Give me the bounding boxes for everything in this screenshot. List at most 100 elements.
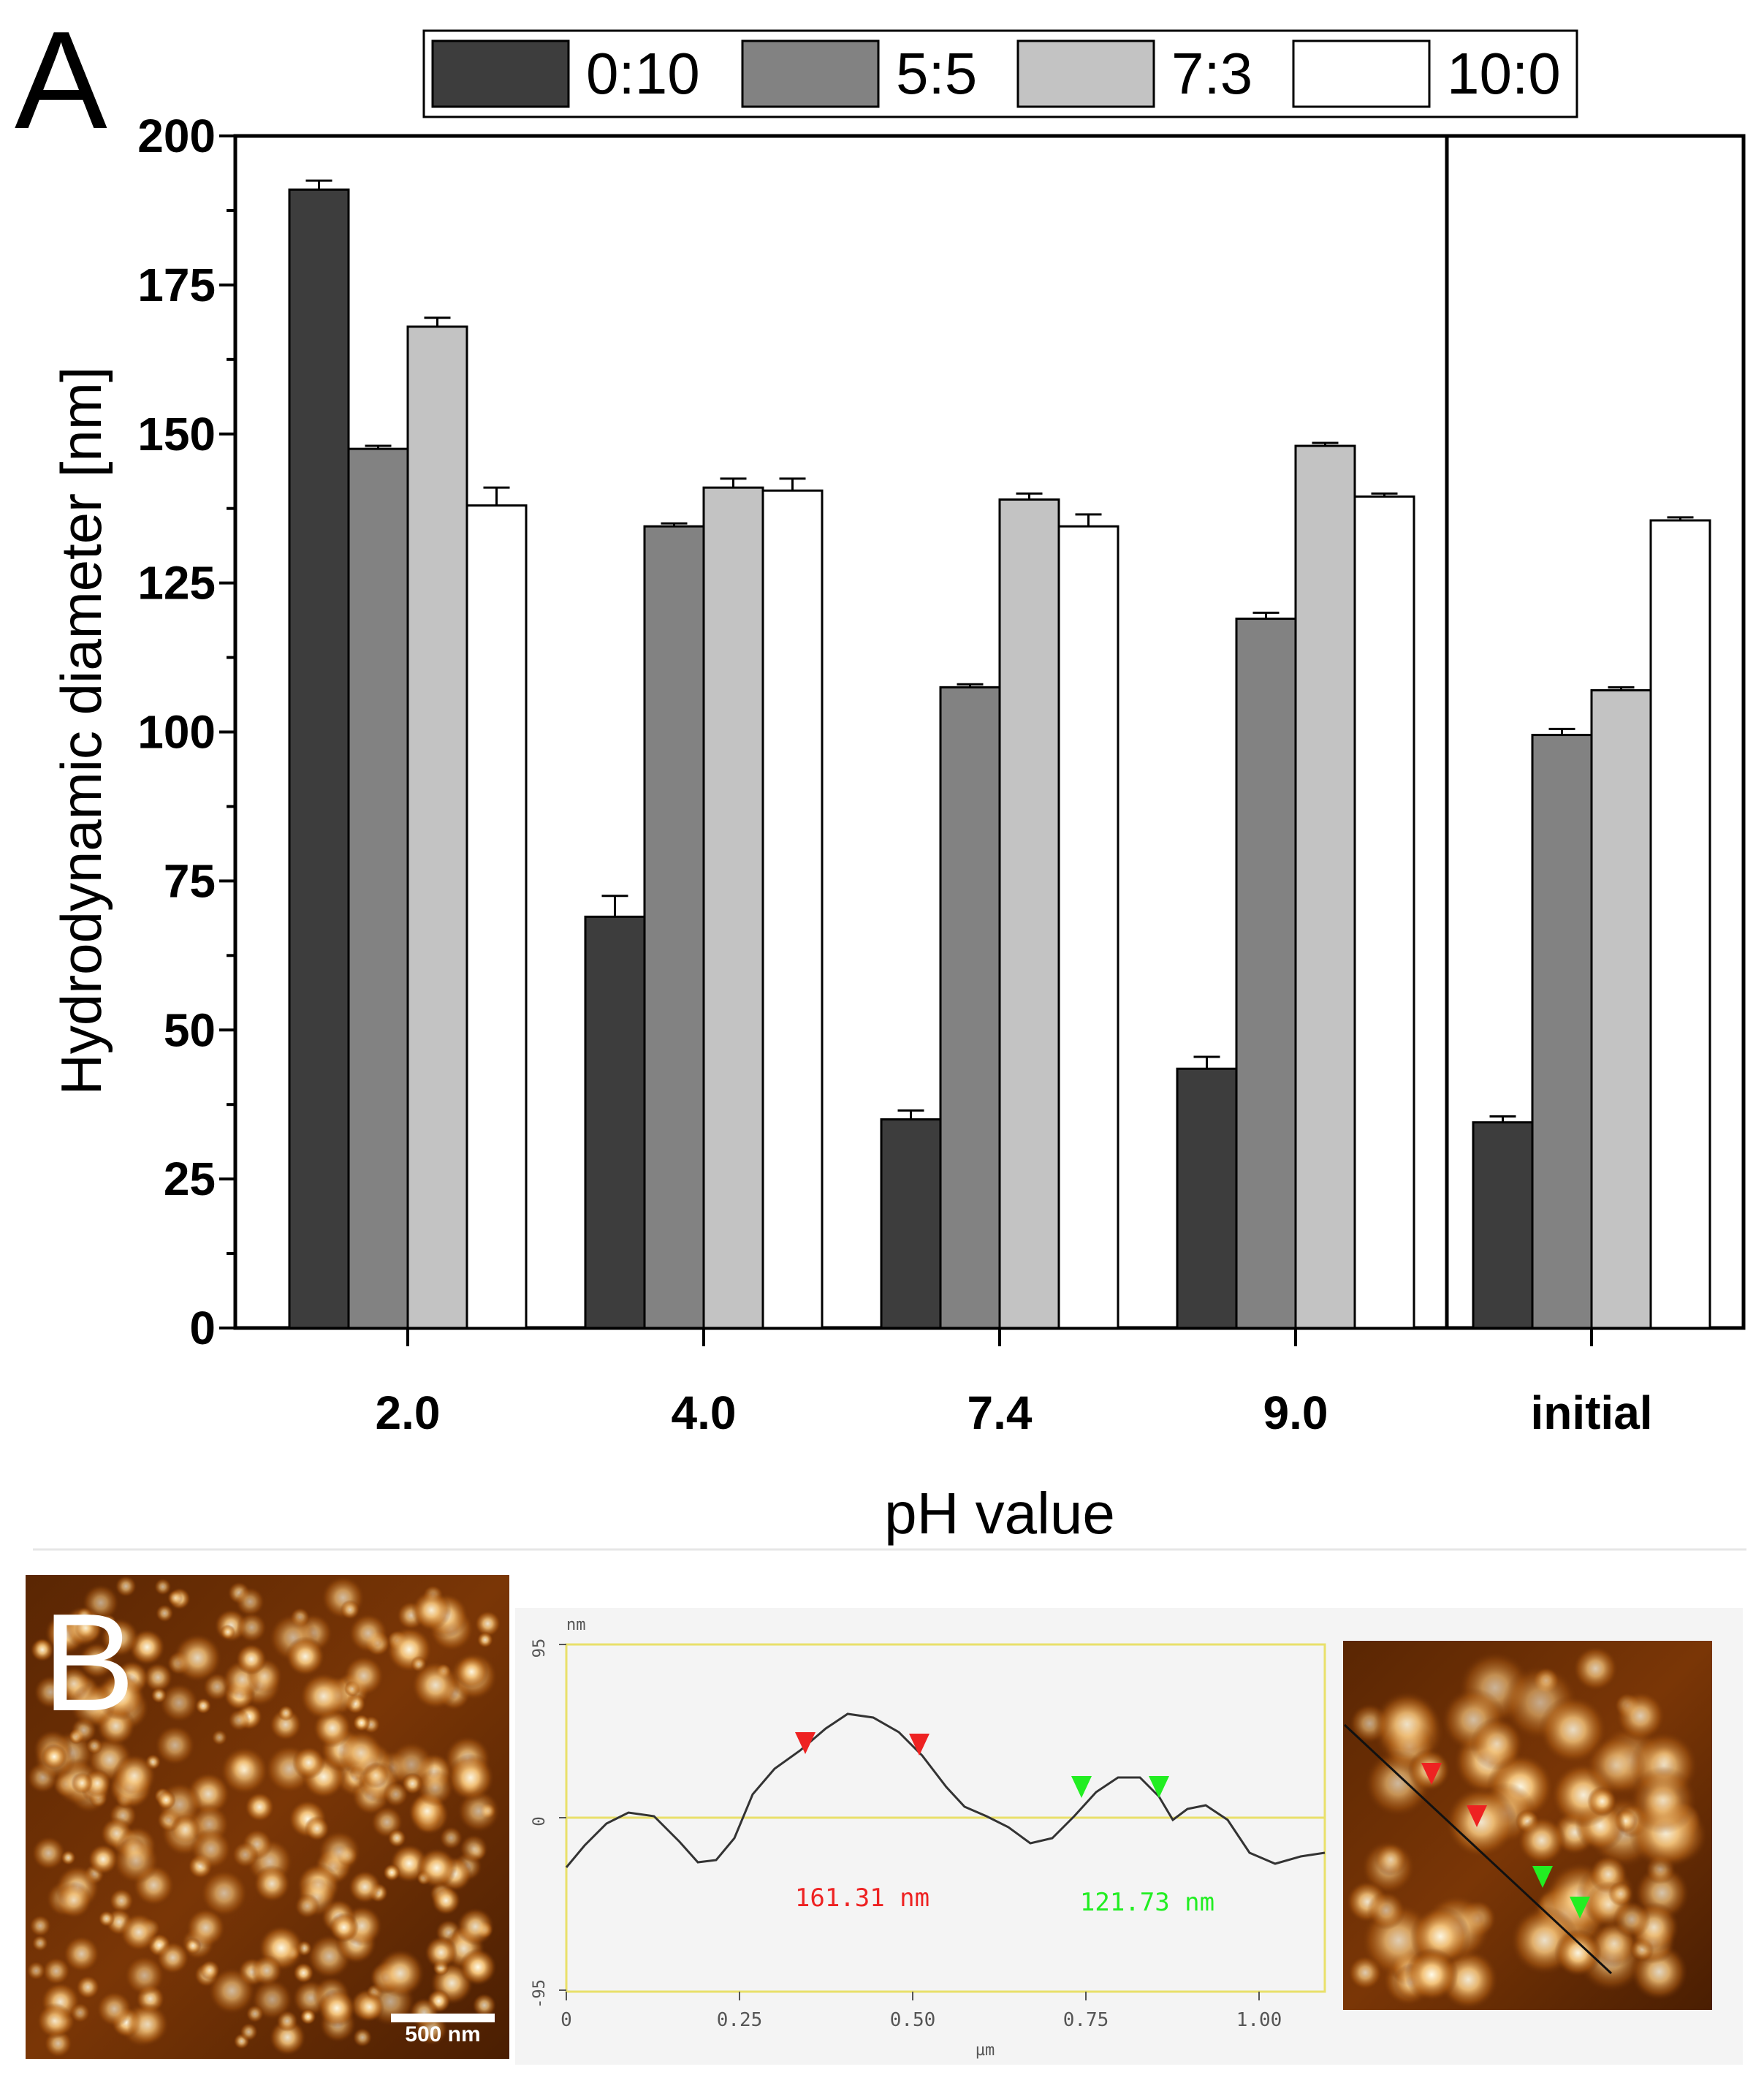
bar [1531, 734, 1593, 1329]
small-green-marker-1-icon [1532, 1866, 1553, 1888]
particle [172, 1633, 222, 1682]
profile-y-tick-label: -95 [531, 1979, 549, 2008]
particle [459, 1948, 497, 1986]
bar [1176, 1067, 1238, 1329]
particle [219, 1745, 269, 1795]
particle [26, 1961, 46, 1981]
particle [87, 1843, 119, 1875]
profile-y-tick-label: 95 [531, 1639, 549, 1658]
panel-a: A 0:10 5:5 7:3 10:0 0255075100125150175200 … [15, 3, 1746, 1546]
bar [1235, 618, 1297, 1329]
particle [376, 1949, 425, 1998]
particle [96, 1990, 133, 2027]
particle [411, 1661, 460, 1710]
legend-swatch [1016, 39, 1155, 108]
x-axis-ticks: 2.0 4.0 7.4 9.0 initial [376, 1328, 1653, 1439]
particle [190, 1828, 232, 1870]
particle [304, 1815, 330, 1842]
particle [36, 2003, 73, 2039]
particle [69, 2002, 91, 2023]
particle [98, 1910, 115, 1927]
particle [246, 2004, 265, 2023]
particle [100, 1617, 140, 1658]
particle [474, 1610, 501, 1637]
bar [1649, 519, 1711, 1329]
y-tick-label: 75 [164, 854, 216, 907]
particle [425, 1935, 458, 1969]
particle [220, 1624, 236, 1640]
x-tick-label: initial [1530, 1386, 1652, 1439]
particle [71, 1772, 94, 1794]
particle [1445, 1786, 1518, 1859]
small-green-marker-2-icon [1570, 1897, 1590, 1919]
particle [352, 1714, 370, 1732]
particle [235, 1587, 265, 1617]
particle [1366, 1891, 1406, 1930]
particle [123, 1955, 165, 1996]
particle [1554, 1929, 1602, 1977]
small-red-marker-2-icon [1467, 1805, 1487, 1827]
bar [761, 489, 824, 1329]
bar [1353, 495, 1415, 1329]
profile-x-ticks: 0 0.25 0.50 0.75 1.00 [560, 1992, 1282, 2031]
x-tick-label: 4.0 [672, 1386, 737, 1439]
particle [113, 1837, 160, 1884]
particle [299, 1672, 348, 1720]
legend-swatch [741, 39, 880, 108]
green-marker-left-icon [1071, 1776, 1092, 1798]
particle [227, 1709, 251, 1731]
bar [702, 486, 764, 1329]
particle [292, 1745, 326, 1780]
particle [1373, 1691, 1441, 1758]
particle [31, 1835, 66, 1871]
bar [939, 686, 1001, 1329]
particle [459, 1834, 489, 1864]
particle [232, 1841, 259, 1869]
particle [317, 1830, 362, 1874]
bar [406, 325, 468, 1329]
profile-x-unit: µm [976, 2041, 995, 2060]
particle [235, 1643, 267, 1675]
particle [119, 1912, 159, 1952]
small-red-marker-1-icon [1421, 1763, 1442, 1785]
particle [69, 1682, 116, 1729]
y-tick-label: 50 [164, 1003, 216, 1056]
x-tick-label: 2.0 [376, 1386, 441, 1439]
legend-label: 0:10 [586, 41, 700, 106]
particle [439, 1826, 463, 1850]
particle [167, 1590, 183, 1606]
particle [343, 1655, 384, 1697]
particle [383, 1781, 409, 1807]
particle [109, 1888, 134, 1913]
legend-label: 10:0 [1447, 41, 1561, 106]
afm-image-large: 500 nm [26, 1575, 509, 2059]
particle [42, 1957, 71, 1986]
particle [1470, 1717, 1524, 1771]
bar [1294, 444, 1356, 1329]
particle [208, 1967, 256, 2015]
y-tick-label: 0 [189, 1302, 216, 1354]
particle [154, 1578, 172, 1596]
particle [416, 1848, 457, 1889]
profile-curve [565, 1712, 1326, 1868]
particle [476, 1631, 494, 1648]
particle [28, 1914, 52, 1938]
particle [34, 1675, 68, 1709]
y-tick-label: 175 [137, 259, 216, 311]
particle [78, 1642, 115, 1679]
particle [269, 1708, 303, 1742]
panel-a-label: A [15, 3, 107, 158]
particle [236, 1612, 267, 1643]
legend-swatch [1292, 39, 1431, 108]
particle [1608, 1881, 1634, 1907]
y-tick-label: 100 [137, 706, 216, 759]
profile-x-tick-label: 1.00 [1236, 2009, 1282, 2031]
particle [317, 1989, 357, 2027]
particle [431, 1886, 461, 1916]
particle [329, 1912, 360, 1943]
particle [63, 1935, 100, 1973]
particle [244, 1791, 275, 1823]
bar [1057, 525, 1119, 1329]
particle [83, 1769, 112, 1798]
profile-x-tick-label: 0.75 [1063, 2009, 1109, 2031]
